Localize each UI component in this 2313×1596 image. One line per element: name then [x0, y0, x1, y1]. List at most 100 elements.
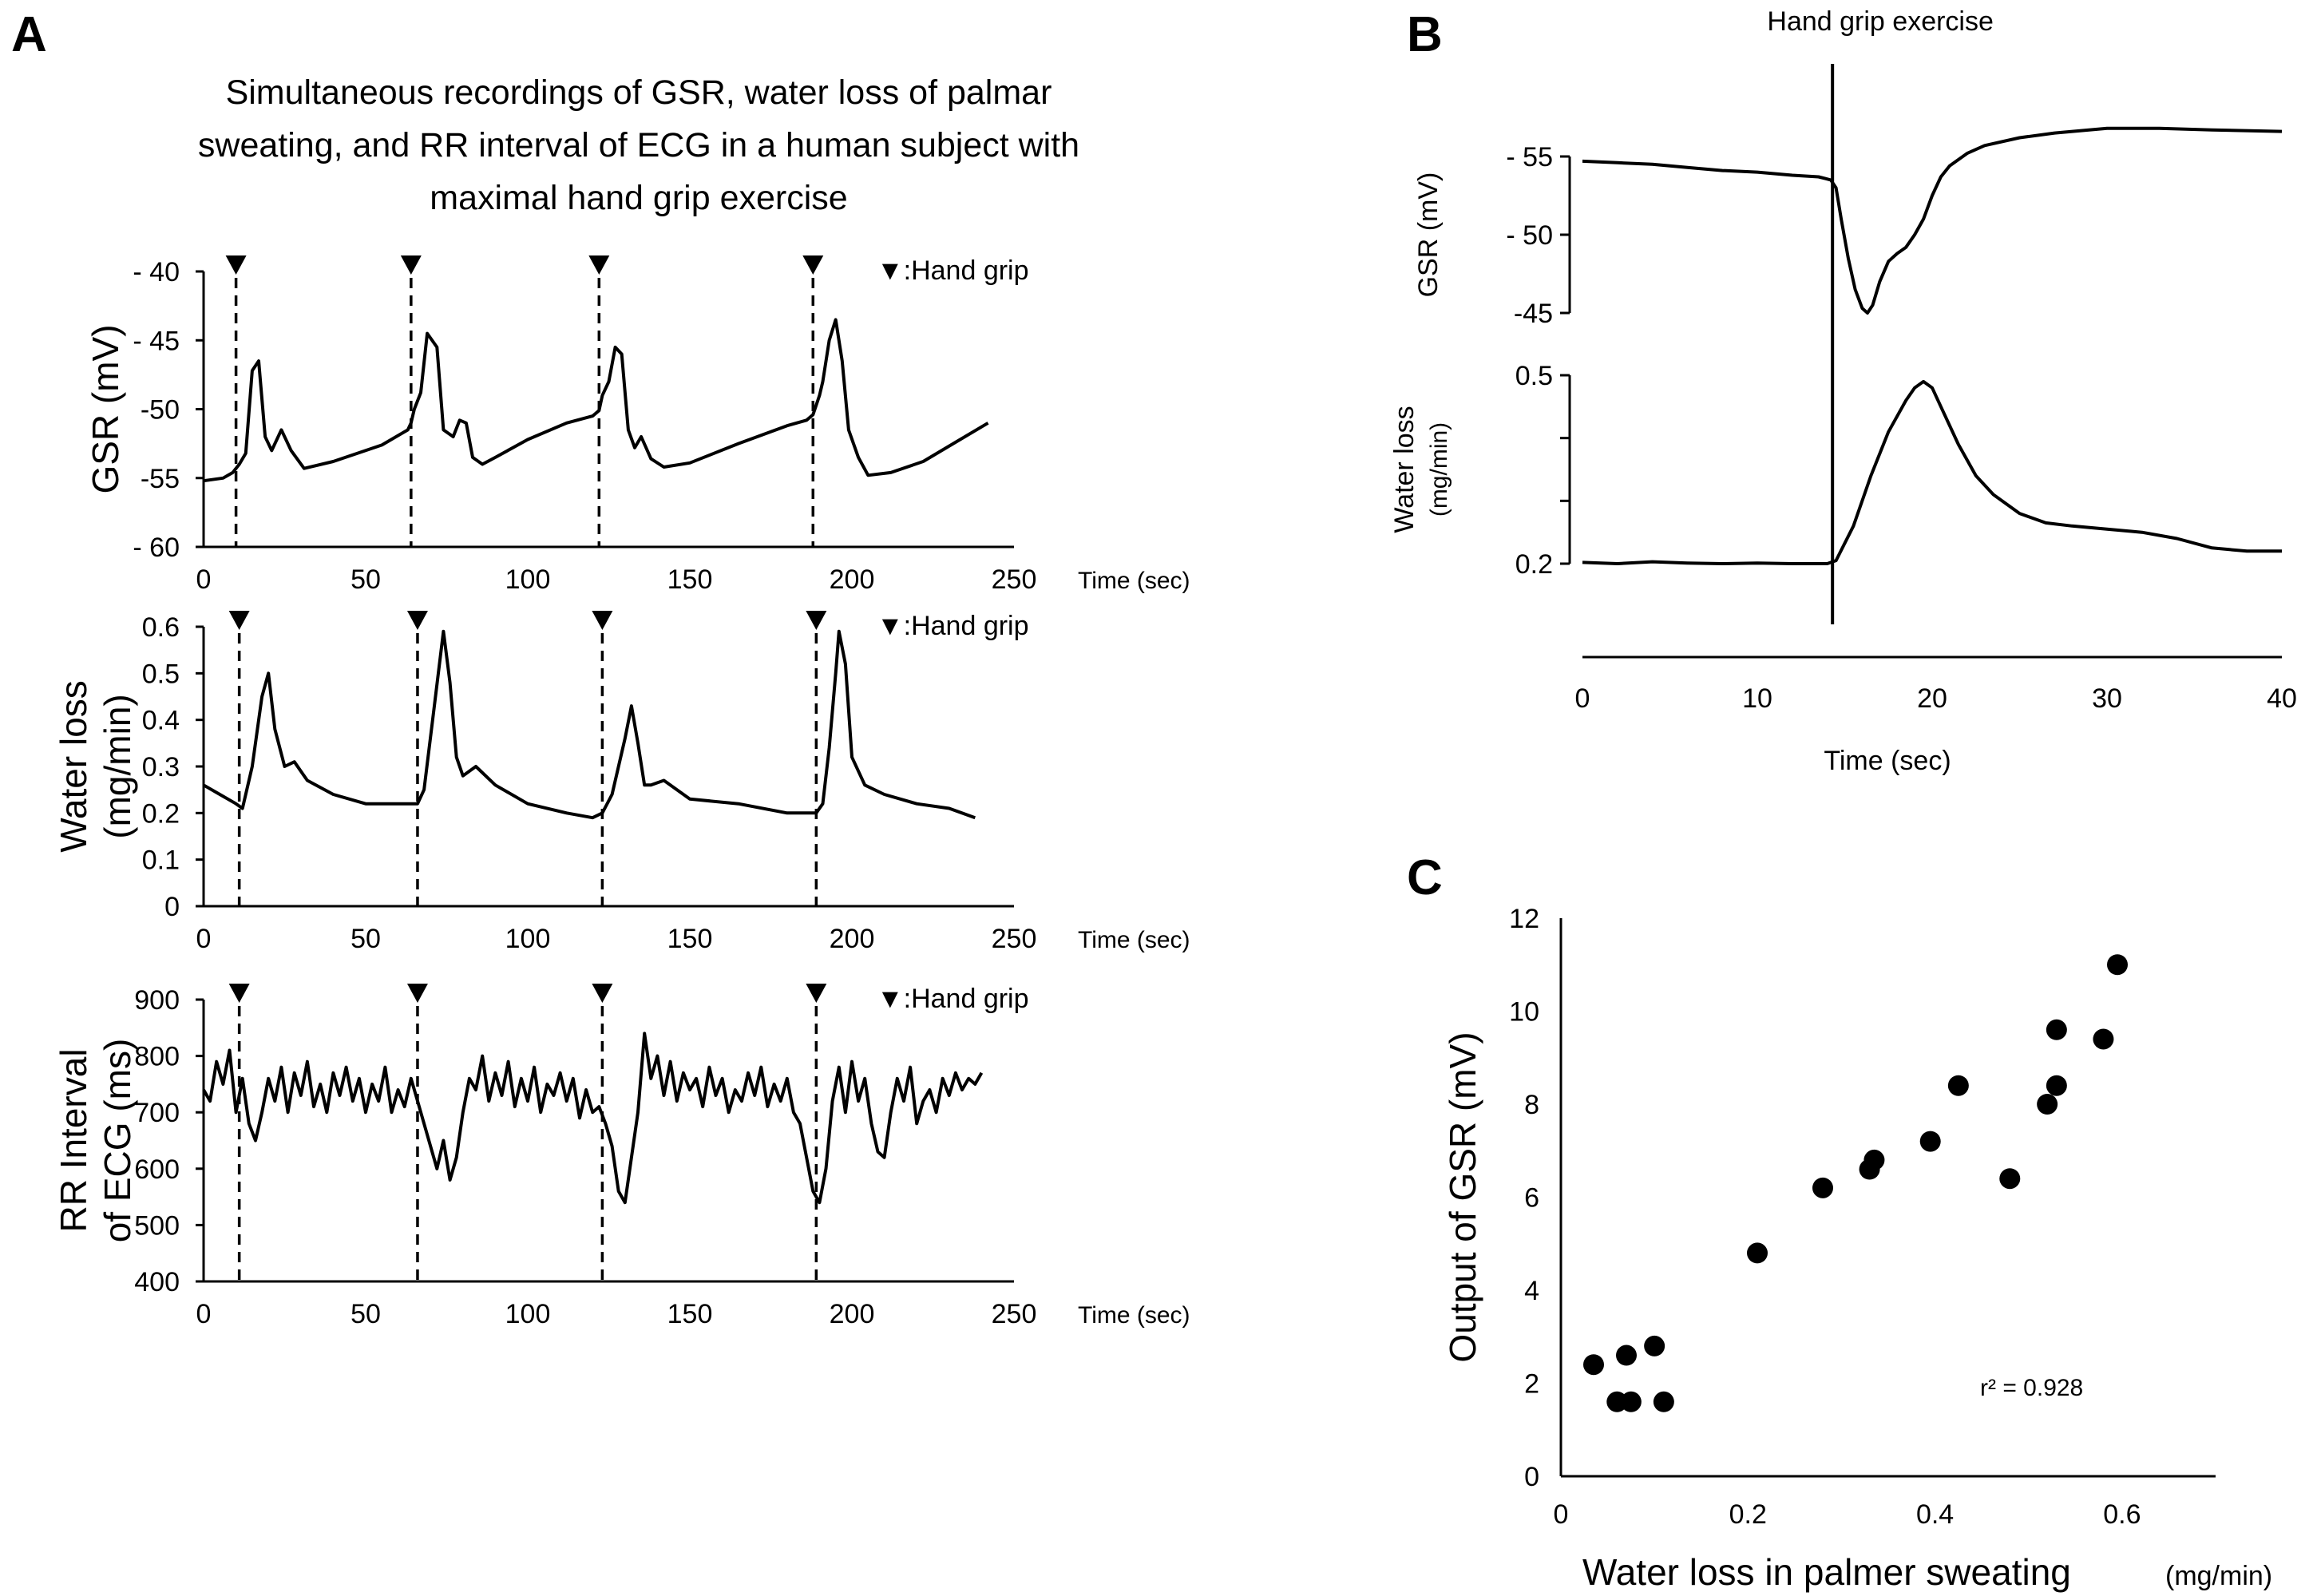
- x-tick-label: 50: [351, 924, 381, 954]
- y-tick-label: 0.3: [142, 752, 180, 782]
- hand-grip-marker-icon: [228, 984, 250, 1003]
- y-tick-label: 0.5: [142, 659, 180, 689]
- y-tick-label: 0.2: [142, 798, 180, 829]
- figure-title-line-1: Simultaneous recordings of GSR, water lo…: [226, 73, 1052, 112]
- y-axis-label-line-2: of ECG (ms): [97, 1039, 138, 1243]
- y-tick-label: 8: [1524, 1090, 1539, 1120]
- y-tick-label: 12: [1509, 904, 1539, 934]
- y-tick-label: 500: [134, 1210, 180, 1241]
- hand-grip-marker-icon: [588, 255, 610, 275]
- y-tick-label: - 60: [133, 533, 180, 563]
- scatter-point: [1747, 1242, 1768, 1264]
- x-axis-unit-label: (mg/min): [2165, 1561, 2272, 1591]
- x-axis-label: Time (sec): [1078, 927, 1190, 953]
- hand-grip-marker-icon: [806, 611, 827, 630]
- hand-grip-marker-icon: [806, 984, 827, 1003]
- figure-title-line-2: sweating, and RR interval of ECG in a hu…: [198, 126, 1079, 164]
- hand-grip-legend: ▼:Hand grip: [877, 255, 1029, 286]
- x-tick-label: 100: [505, 1299, 551, 1329]
- gsr-y-tick-label: - 55: [1506, 142, 1553, 172]
- gsr-y-tick-label: - 50: [1506, 220, 1553, 251]
- y-tick-label: - 45: [133, 326, 180, 356]
- x-tick-label: 250: [992, 1299, 1037, 1329]
- y-axis-label-line-1: RR Interval: [53, 1048, 94, 1232]
- r-squared-annotation: r² = 0.928: [1980, 1375, 2083, 1401]
- hand-grip-legend: ▼:Hand grip: [877, 611, 1029, 641]
- scatter-point: [1644, 1335, 1665, 1356]
- gsr-trace: [1582, 126, 2283, 315]
- data-series-line: [203, 318, 989, 483]
- x-tick-label: 100: [505, 564, 551, 595]
- scatter-point: [2093, 1028, 2114, 1050]
- data-series-line: [203, 629, 976, 820]
- chart-water-loss-recording: 0 0.1 0.2 0.3 0.4 0.5 0.6 0 50 100 150 200 250 Time (…: [53, 611, 1190, 954]
- scatter-point: [1653, 1391, 1674, 1412]
- x-tick-label: 0.4: [1916, 1499, 1954, 1530]
- x-axis-label: Water loss in palmer sweating: [1582, 1551, 2071, 1593]
- x-tick-label: 30: [2092, 683, 2122, 714]
- scatter-point: [1999, 1168, 2021, 1190]
- y-tick-label: -55: [141, 464, 180, 494]
- y-tick-label: 0.1: [142, 846, 180, 876]
- scatter-point: [2046, 1019, 2067, 1040]
- gsr-y-axis-label: GSR (mV): [1413, 172, 1444, 298]
- water-y-axis-label-line-1: Water loss: [1389, 406, 1420, 533]
- y-tick-label: - 40: [133, 257, 180, 287]
- gsr-y-tick-label: -45: [1514, 299, 1553, 329]
- scatter-point: [1947, 1075, 1969, 1096]
- event-annotation: Hand grip exercise: [1767, 6, 1993, 37]
- x-tick-label: 200: [830, 924, 875, 954]
- scatter-point: [1863, 1149, 1885, 1170]
- scatter-point: [1919, 1131, 1941, 1152]
- x-tick-label: 200: [830, 564, 875, 595]
- y-tick-label: 0.6: [142, 612, 180, 643]
- x-tick-label: 0: [196, 564, 212, 595]
- figure-title-line-3: maximal hand grip exercise: [430, 179, 847, 217]
- panel-label-c: C: [1407, 850, 1443, 905]
- y-tick-label: 0: [164, 892, 180, 922]
- panel-label-a: A: [11, 7, 47, 62]
- x-tick-label: 0: [1554, 1499, 1569, 1530]
- y-tick-label: 700: [134, 1098, 180, 1128]
- scatter-point: [2037, 1094, 2058, 1115]
- x-tick-label: 150: [667, 924, 713, 954]
- y-axis-label: Output of GSR (mV): [1442, 1032, 1483, 1362]
- hand-grip-marker-icon: [406, 611, 428, 630]
- x-tick-label: 10: [1742, 683, 1772, 714]
- x-tick-label: 0.2: [1729, 1499, 1767, 1530]
- chart-gsr-recording: - 60 -55 -50 - 45 - 40 0 50 100 150 200 250 Time (s…: [85, 255, 1190, 595]
- x-tick-label: 0: [196, 1299, 212, 1329]
- scatter-point: [1620, 1391, 1642, 1412]
- water-y-tick-label: 0.2: [1515, 549, 1553, 580]
- y-axis-label-line-1: Water loss: [53, 680, 94, 853]
- y-tick-label: 4: [1524, 1276, 1539, 1306]
- hand-grip-legend: ▼:Hand grip: [877, 984, 1029, 1014]
- x-tick-label: 100: [505, 924, 551, 954]
- x-tick-label: 20: [1917, 683, 1947, 714]
- y-tick-label: 900: [134, 985, 180, 1016]
- x-tick-label: 200: [830, 1299, 875, 1329]
- x-tick-label: 0: [1575, 683, 1590, 714]
- y-tick-label: 600: [134, 1154, 180, 1185]
- y-tick-label: 400: [134, 1267, 180, 1297]
- x-axis-label: Time (sec): [1078, 568, 1190, 594]
- scatter-point: [2107, 954, 2128, 976]
- chart-hand-grip-detail: Hand grip exercise - 55 - 50 -45 GSR (mV) 0.2…: [1389, 6, 2297, 776]
- y-axis-label: GSR (mV): [85, 324, 126, 493]
- x-tick-label: 0.6: [2103, 1499, 2141, 1530]
- x-tick-label: 150: [667, 564, 713, 595]
- chart-rr-interval-recording: 400 500 600 700 800 900 0 50 100 150 200 250 Time (s…: [53, 984, 1190, 1329]
- chart-gsr-vs-water-loss-scatter: 0 2 4 6 8 10 12 0 0.2 0.4 0.6 Output of GSR (mV) Wat…: [1442, 904, 2272, 1593]
- y-tick-label: 10: [1509, 997, 1539, 1028]
- water-loss-trace: [1582, 379, 2282, 565]
- panel-label-b: B: [1407, 7, 1443, 62]
- x-tick-label: 0: [196, 924, 212, 954]
- hand-grip-marker-icon: [406, 984, 428, 1003]
- hand-grip-marker-icon: [592, 984, 613, 1003]
- y-tick-label: 0.4: [142, 706, 180, 736]
- hand-grip-marker-icon: [592, 611, 613, 630]
- x-tick-label: 250: [992, 924, 1037, 954]
- water-y-tick-label: 0.5: [1515, 361, 1553, 391]
- y-axis-label-line-2: (mg/min): [97, 694, 138, 838]
